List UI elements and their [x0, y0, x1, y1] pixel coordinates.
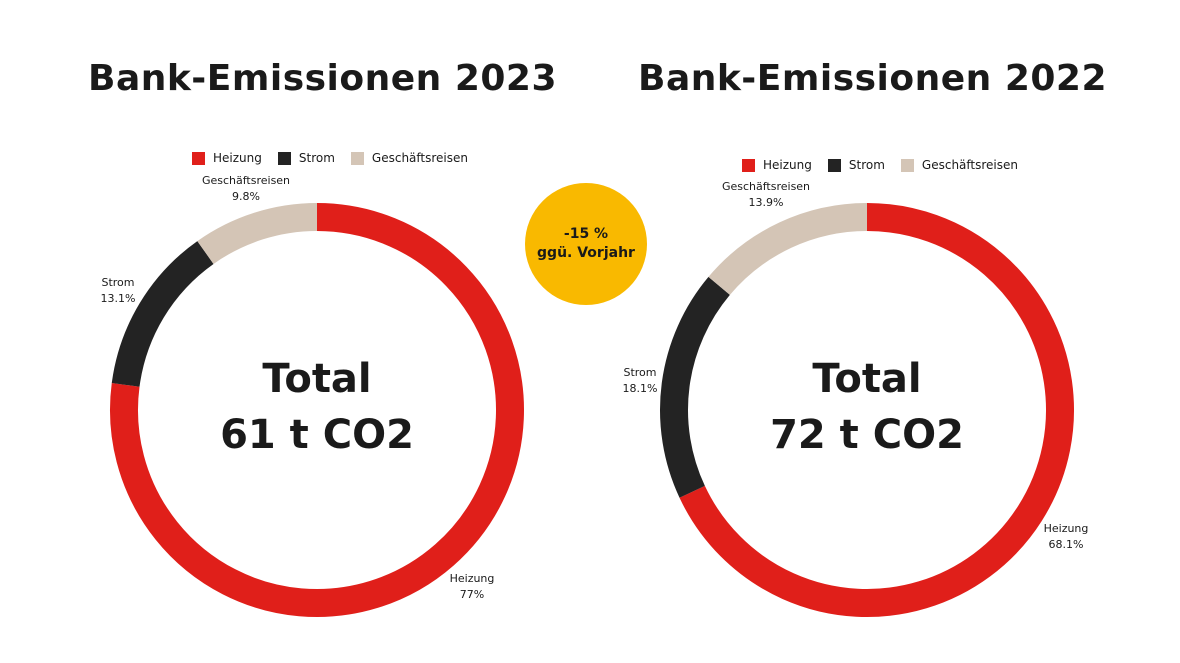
- legend-swatch-strom: [277, 151, 291, 165]
- segment-value-geschaeftsreisen: 9.8%: [232, 190, 260, 203]
- segment-label-heizung: Heizung: [1044, 522, 1089, 535]
- legend-label-geschaeftsreisen: Geschäftsreisen: [371, 151, 468, 165]
- donut-segment-geschaeftsreisen: [197, 203, 318, 265]
- legend-label-heizung: Heizung: [213, 151, 262, 165]
- donut-segment-strom: [111, 241, 214, 387]
- legend-item-geschaeftsreisen: Geschäftsreisen: [350, 151, 468, 165]
- center-label-total: Total: [262, 356, 371, 402]
- segment-label-strom: Strom: [623, 366, 656, 379]
- legend-label-geschaeftsreisen: Geschäftsreisen: [921, 158, 1018, 172]
- legend-label-heizung: Heizung: [763, 158, 812, 172]
- center-label-value: 61 t CO2: [220, 412, 414, 458]
- badge-change-value: -15 %: [563, 226, 609, 242]
- legend-2022: Heizung Strom Geschäftsreisen: [742, 158, 1034, 172]
- donut-segment-strom: [660, 276, 731, 498]
- center-label-total: Total: [812, 356, 921, 402]
- legend-swatch-heizung: [192, 151, 205, 165]
- legend-item-heizung: Heizung: [192, 151, 262, 165]
- legend-swatch-strom: [827, 158, 841, 172]
- badge-change-caption: ggü. Vorjahr: [537, 245, 635, 261]
- legend-swatch-geschaeftsreisen: [350, 151, 364, 165]
- legend-item-strom: Strom: [277, 151, 335, 165]
- legend-label-strom: Strom: [298, 151, 335, 165]
- donut-segment-heizung: [110, 203, 524, 617]
- legend-item-heizung: Heizung: [742, 158, 812, 172]
- donut-segment-heizung: [679, 203, 1074, 617]
- segment-label-heizung: Heizung: [450, 572, 495, 585]
- segment-value-geschaeftsreisen: 13.9%: [749, 196, 784, 209]
- center-label-value: 72 t CO2: [770, 412, 964, 458]
- legend-item-strom: Strom: [827, 158, 885, 172]
- segment-value-heizung: 68.1%: [1049, 538, 1084, 551]
- legend-label-strom: Strom: [848, 158, 885, 172]
- segment-value-strom: 18.1%: [623, 382, 658, 395]
- change-badge: -15 % ggü. Vorjahr: [525, 183, 647, 305]
- segment-value-heizung: 77%: [460, 588, 484, 601]
- legend-item-geschaeftsreisen: Geschäftsreisen: [900, 158, 1018, 172]
- segment-label-strom: Strom: [101, 276, 134, 289]
- legend-swatch-geschaeftsreisen: [900, 158, 914, 172]
- segment-value-strom: 13.1%: [101, 292, 136, 305]
- segment-label-geschaeftsreisen: Geschäftsreisen: [202, 174, 290, 187]
- legend-swatch-heizung: [742, 158, 755, 172]
- donut-segment-geschaeftsreisen: [708, 203, 868, 296]
- chart-title-2023: Bank-Emissionen 2023: [88, 58, 558, 99]
- chart-title-2022: Bank-Emissionen 2022: [638, 58, 1108, 99]
- segment-label-geschaeftsreisen: Geschäftsreisen: [722, 180, 810, 193]
- legend-2023: Heizung Strom Geschäftsreisen: [192, 151, 484, 165]
